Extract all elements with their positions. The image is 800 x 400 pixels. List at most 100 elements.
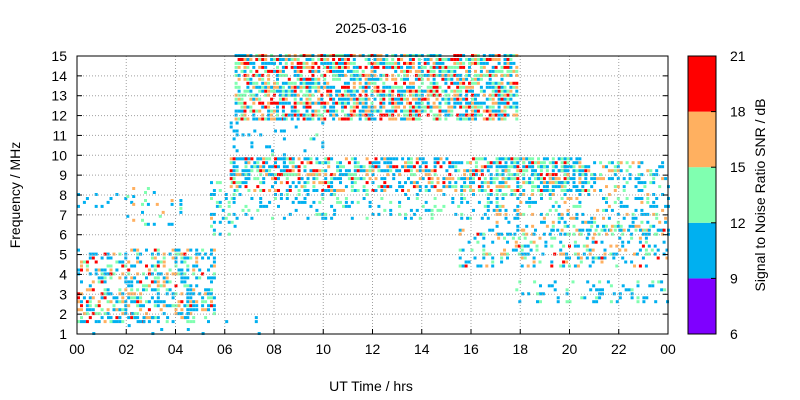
heatmap-cell — [224, 193, 228, 196]
heatmap-cell — [294, 173, 298, 177]
heatmap-cell — [501, 169, 505, 173]
heatmap-cell — [557, 220, 561, 224]
heatmap-cell — [420, 101, 424, 105]
heatmap-cell — [460, 216, 464, 220]
heatmap-cell — [115, 316, 119, 320]
heatmap-cell — [306, 216, 310, 220]
heatmap-cell — [616, 161, 620, 165]
heatmap-cell — [121, 300, 125, 304]
heatmap-cell — [305, 85, 309, 89]
heatmap-cell — [607, 193, 611, 196]
heatmap-cell — [525, 181, 529, 185]
heatmap-cell — [321, 161, 325, 165]
heatmap-cell — [317, 117, 321, 121]
heatmap-cell — [186, 256, 190, 260]
heatmap-cell — [247, 157, 251, 161]
heatmap-cell — [115, 260, 119, 264]
heatmap-cell — [274, 165, 277, 169]
heatmap-cell — [94, 268, 98, 272]
heatmap-cell — [106, 272, 110, 276]
heatmap-cell — [252, 85, 256, 89]
heatmap-cell — [364, 73, 368, 77]
heatmap-cell — [365, 181, 369, 185]
heatmap-cell — [562, 260, 566, 264]
heatmap-cell — [464, 264, 468, 268]
heatmap-cell — [497, 97, 501, 101]
heatmap-cell — [100, 296, 104, 300]
heatmap-cell — [638, 228, 642, 232]
heatmap-cell — [560, 165, 564, 169]
heatmap-cell — [346, 85, 350, 89]
heatmap-cell — [311, 58, 315, 61]
heatmap-cell — [323, 85, 327, 89]
heatmap-cell — [349, 69, 353, 73]
heatmap-cell — [270, 61, 274, 65]
heatmap-cell — [391, 101, 395, 105]
heatmap-cell — [409, 173, 413, 177]
heatmap-cell — [500, 232, 504, 236]
heatmap-cell — [539, 169, 543, 173]
heatmap-cell — [285, 165, 289, 169]
heatmap-cell — [192, 272, 196, 276]
heatmap-cell — [630, 288, 634, 292]
heatmap-cell — [447, 65, 451, 69]
heatmap-cell — [290, 65, 294, 69]
heatmap-cell — [433, 197, 437, 200]
heatmap-cell — [408, 61, 412, 65]
heatmap-cell — [359, 165, 363, 169]
heatmap-cell — [538, 260, 542, 264]
heatmap-cell — [352, 105, 356, 109]
heatmap-cell — [448, 173, 452, 177]
heatmap-cell — [335, 77, 339, 81]
heatmap-cell — [651, 280, 655, 284]
heatmap-cell — [136, 280, 140, 284]
heatmap-cell — [147, 300, 151, 304]
heatmap-cell — [495, 204, 499, 208]
heatmap-cell — [537, 161, 540, 165]
heatmap-cell — [488, 58, 492, 61]
heatmap-cell — [80, 316, 83, 320]
heatmap-cell — [350, 189, 354, 192]
heatmap-cell — [459, 113, 463, 117]
heatmap-cell — [515, 101, 519, 105]
heatmap-cell — [177, 248, 181, 252]
heatmap-cell — [414, 101, 418, 105]
heatmap-cell — [264, 105, 268, 109]
heatmap-cell — [171, 304, 175, 308]
heatmap-cell — [576, 256, 580, 260]
heatmap-cell — [335, 109, 339, 113]
heatmap-cell — [403, 105, 406, 109]
heatmap-cell — [380, 197, 384, 200]
heatmap-cell — [528, 204, 532, 208]
heatmap-cell — [509, 61, 513, 65]
heatmap-cell — [290, 109, 294, 113]
heatmap-cell — [107, 316, 110, 320]
heatmap-cell — [212, 264, 216, 268]
heatmap-cell — [293, 89, 297, 93]
heatmap-cell — [229, 185, 233, 189]
heatmap-cell — [367, 117, 371, 121]
y-tick-label: 11 — [52, 127, 67, 143]
heatmap-cell — [412, 185, 416, 189]
heatmap-cell — [602, 165, 605, 169]
heatmap-cell — [616, 165, 620, 169]
heatmap-cell — [485, 97, 489, 101]
heatmap-cell — [249, 89, 253, 93]
heatmap-cell — [528, 200, 532, 204]
heatmap-cell — [661, 232, 665, 236]
heatmap-cell — [504, 161, 508, 165]
heatmap-cell — [235, 185, 239, 189]
heatmap-cell — [383, 157, 387, 161]
heatmap-cell — [503, 85, 507, 89]
heatmap-cell — [640, 208, 644, 212]
heatmap-cell — [491, 93, 495, 97]
heatmap-cell — [646, 200, 650, 204]
heatmap-cell — [563, 161, 567, 165]
heatmap-cell — [391, 93, 395, 97]
heatmap-cell — [548, 181, 552, 185]
heatmap-cell — [497, 69, 501, 73]
heatmap-cell — [189, 284, 193, 288]
heatmap-cell — [156, 280, 160, 284]
heatmap-cell — [500, 260, 504, 264]
heatmap-cell — [278, 69, 282, 73]
